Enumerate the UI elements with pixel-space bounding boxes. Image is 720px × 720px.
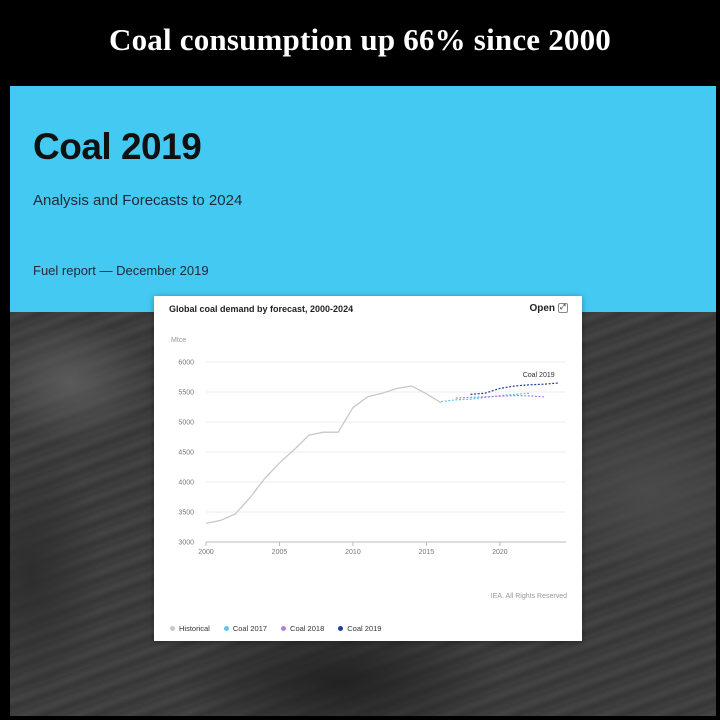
chart-title: Global coal demand by forecast, 2000-202… (169, 304, 354, 314)
y-tick-label: 5500 (178, 390, 194, 397)
open-button[interactable]: Open ⤢ (529, 303, 568, 314)
x-tick-label: 2000 (198, 549, 214, 556)
y-tick-label: 4000 (178, 480, 194, 487)
x-tick-label: 2010 (345, 549, 361, 556)
x-tick-label: 2015 (419, 549, 435, 556)
legend-item[interactable]: Coal 2019 (338, 624, 381, 633)
legend-label: Coal 2018 (290, 624, 325, 633)
x-tick-label: 2020 (492, 549, 508, 556)
legend-swatch (281, 626, 287, 631)
legend-label: Coal 2019 (347, 624, 382, 633)
series-annotation: Coal 2019 (523, 372, 555, 379)
legend-label: Coal 2017 (232, 624, 268, 633)
y-axis-label: Mtce (171, 337, 186, 344)
legend-swatch (223, 626, 229, 631)
legend-item[interactable]: Historical (170, 624, 210, 633)
y-tick-label: 3000 (178, 540, 194, 547)
report-title: Coal 2019 (33, 126, 202, 167)
open-button-label: Open (529, 303, 555, 314)
legend-item[interactable]: Coal 2017 (223, 624, 268, 633)
legend-swatch (338, 626, 344, 631)
legend-item[interactable]: Coal 2018 (281, 624, 324, 633)
chart: Mtce 3000 3500 4000 4500 5000 5500 6000 2000 2005… (171, 337, 566, 556)
series-line-coal-2019 (470, 382, 559, 395)
headline: Coal consumption up 66% since 2000 (108, 22, 611, 57)
expand-icon: ⤢ (558, 303, 568, 314)
series-line-historical (205, 385, 442, 525)
report-subtitle: Analysis and Forecasts to 2024 (33, 192, 243, 209)
y-tick-label: 5000 (178, 420, 194, 427)
x-tick-label: 2005 (272, 549, 288, 556)
y-tick-label: 3500 (178, 510, 194, 517)
legend-label: Historical (179, 624, 210, 633)
legend-swatch (170, 626, 175, 631)
cover-banner (10, 86, 716, 312)
y-tick-label: 6000 (178, 360, 194, 367)
y-tick-label: 4500 (178, 450, 194, 457)
chart-card: Mtce 3000 3500 4000 4500 5000 5500 6000 2000 2005… (154, 296, 582, 641)
series-line-coal-2018 (455, 394, 545, 399)
rights-notice: IEA. All Rights Reserved (490, 593, 567, 600)
chart-legend: Historical Coal 2017 Coal 2018 Coal 2019 (170, 624, 381, 633)
report-meta: Fuel report — December 2019 (33, 263, 209, 278)
